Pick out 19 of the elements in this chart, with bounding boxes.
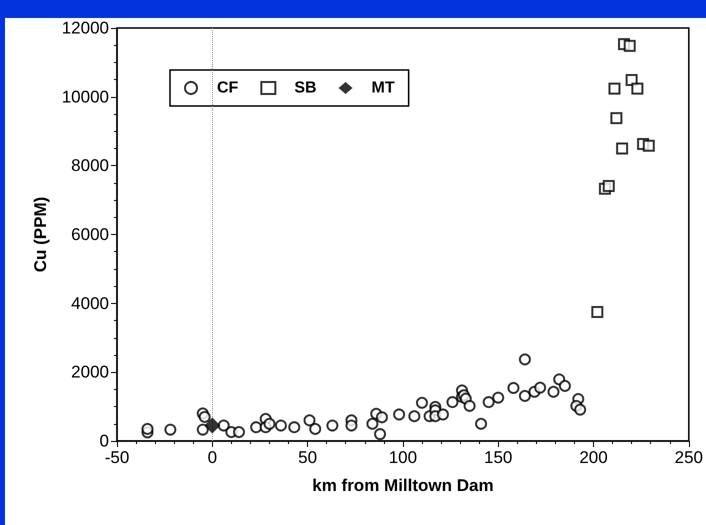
y-tick-label: 8000 xyxy=(71,156,109,176)
y-tick-label: 2000 xyxy=(71,362,109,382)
y-tick-label: 4000 xyxy=(71,294,109,313)
y-tick-label: 10000 xyxy=(62,87,109,106)
x-tick-label: 250 xyxy=(674,448,704,467)
y-tick-label: 0 xyxy=(100,432,109,450)
x-tick-label: 150 xyxy=(484,448,512,467)
x-tick-label: -50 xyxy=(104,448,130,467)
legend-label: SB xyxy=(294,80,317,96)
x-tick-label: 50 xyxy=(298,448,318,467)
x-tick-label: 100 xyxy=(388,448,418,467)
y-tick-label: 6000 xyxy=(71,225,109,244)
y-tick-label: 12000 xyxy=(62,18,109,38)
legend-label: MT xyxy=(372,80,395,96)
y-axis-title: Cu (PPM) xyxy=(31,196,50,272)
x-tick-label: 200 xyxy=(579,448,608,467)
legend-label: CF xyxy=(217,80,239,96)
x-tick-label: 0 xyxy=(208,448,218,467)
x-axis-title: km from Milltown Dam xyxy=(312,476,494,495)
